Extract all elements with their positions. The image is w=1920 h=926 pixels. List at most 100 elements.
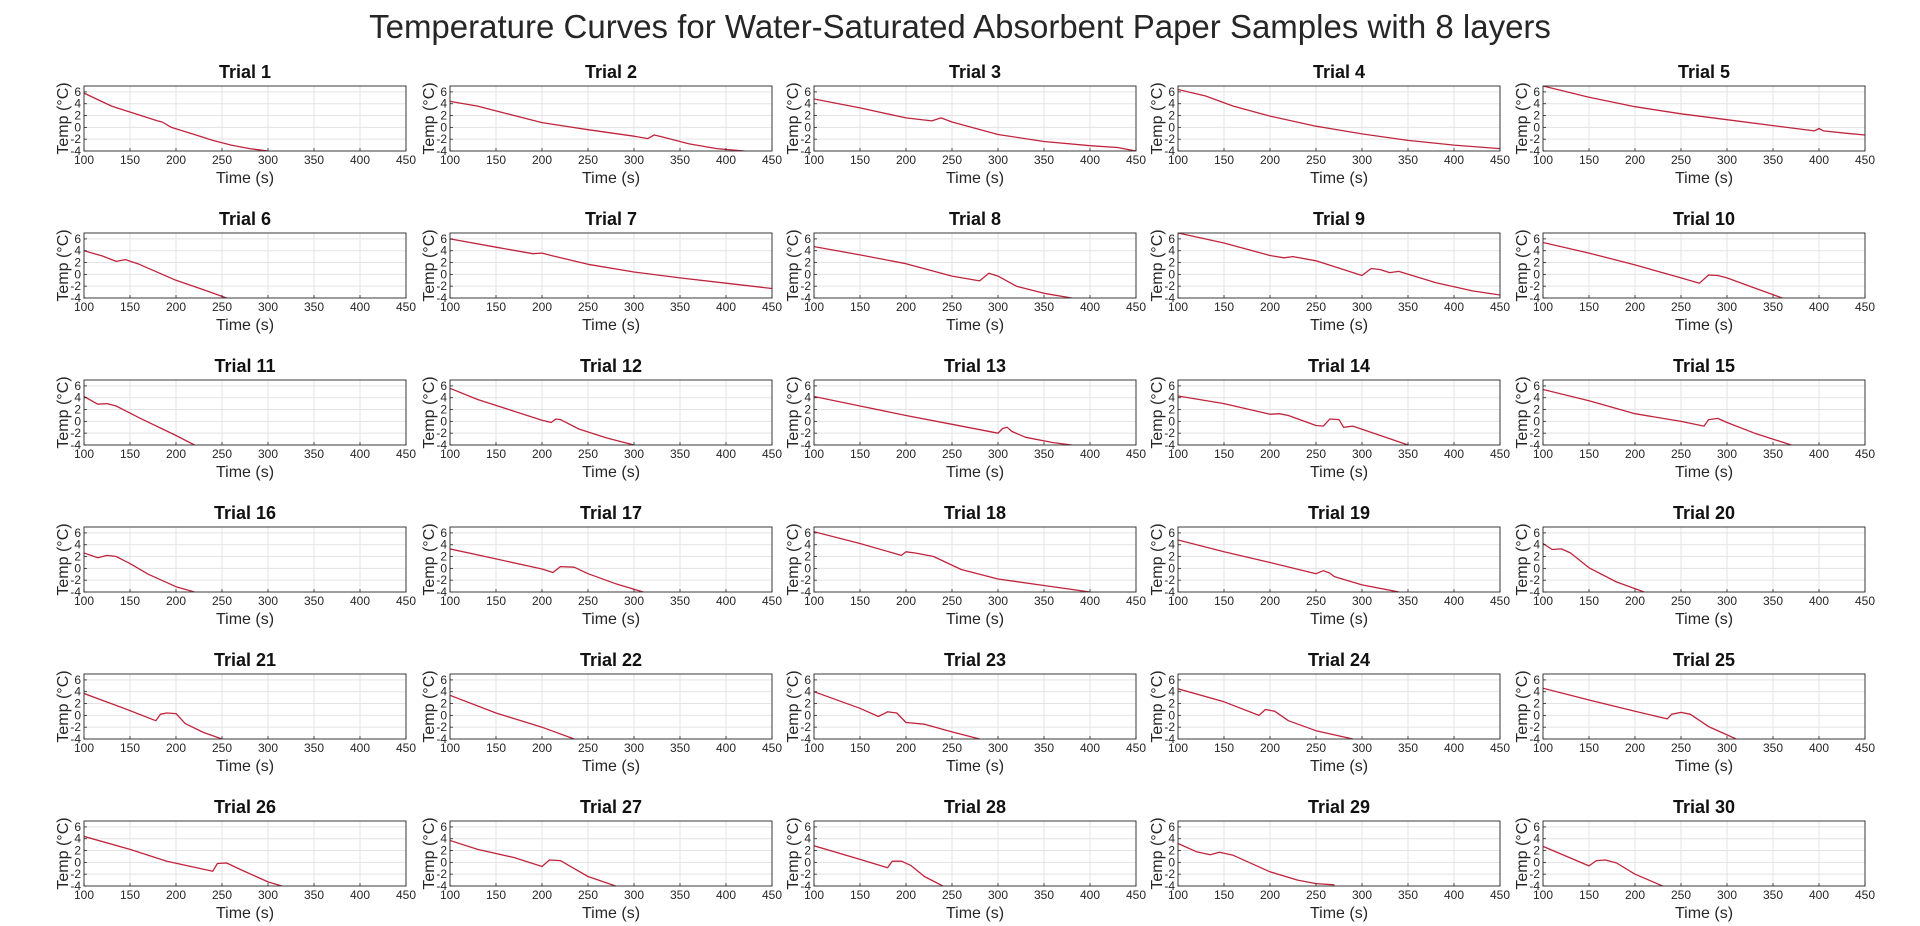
y-axis-label: Temp (°C) bbox=[421, 376, 438, 448]
x-tick-label: 100 bbox=[804, 741, 824, 755]
subplot-title: Trial 3 bbox=[949, 62, 1001, 82]
plot-area bbox=[450, 674, 772, 739]
x-tick-label: 350 bbox=[670, 447, 690, 461]
y-tick-label: 6 bbox=[74, 526, 81, 540]
figure-title: Temperature Curves for Water-Saturated A… bbox=[369, 8, 1551, 45]
y-tick-label: 0 bbox=[440, 267, 447, 281]
x-tick-label: 200 bbox=[532, 153, 552, 167]
temperature-curve bbox=[1543, 845, 1663, 886]
x-tick-label: 300 bbox=[258, 153, 278, 167]
temperature-curve bbox=[84, 250, 227, 298]
y-axis-label: Temp (°C) bbox=[1514, 82, 1531, 154]
y-tick-label: -4 bbox=[436, 438, 447, 452]
y-tick-label: 6 bbox=[1168, 232, 1175, 246]
x-tick-label: 450 bbox=[762, 594, 782, 608]
subplot-title: Trial 28 bbox=[944, 797, 1006, 817]
x-tick-label: 250 bbox=[942, 594, 962, 608]
x-tick-label: 300 bbox=[1352, 300, 1372, 314]
y-axis-label: Temp (°C) bbox=[421, 523, 438, 595]
subplot-title: Trial 12 bbox=[580, 356, 642, 376]
y-tick-label: 0 bbox=[1533, 561, 1540, 575]
axes-box bbox=[1177, 673, 1501, 740]
y-tick-label: -4 bbox=[800, 438, 811, 452]
x-tick-label: 250 bbox=[212, 594, 232, 608]
y-tick-label: -2 bbox=[70, 132, 81, 146]
x-tick-label: 450 bbox=[1855, 741, 1875, 755]
x-tick-label: 100 bbox=[1533, 300, 1553, 314]
x-tick-label: 200 bbox=[532, 888, 552, 902]
axes-box bbox=[449, 526, 773, 593]
y-tick-label: 6 bbox=[440, 379, 447, 393]
plot-area bbox=[1543, 821, 1865, 886]
y-tick-label: 6 bbox=[804, 379, 811, 393]
y-tick-label: 2 bbox=[1533, 844, 1540, 858]
y-tick-label: -4 bbox=[70, 291, 81, 305]
y-tick-label: 4 bbox=[74, 832, 81, 846]
y-axis-label: Temp (°C) bbox=[421, 817, 438, 889]
x-axis-label: Time (s) bbox=[582, 464, 640, 481]
y-axis-label: Temp (°C) bbox=[785, 523, 802, 595]
x-tick-label: 100 bbox=[1168, 300, 1188, 314]
x-tick-label: 450 bbox=[1855, 888, 1875, 902]
x-tick-label: 300 bbox=[624, 888, 644, 902]
y-tick-label: 2 bbox=[440, 256, 447, 270]
y-tick-label: 6 bbox=[804, 85, 811, 99]
x-tick-label: 350 bbox=[304, 741, 324, 755]
y-tick-label: 0 bbox=[1533, 855, 1540, 869]
x-tick-label: 100 bbox=[440, 447, 460, 461]
y-tick-label: 4 bbox=[74, 685, 81, 699]
y-tick-label: -4 bbox=[800, 291, 811, 305]
y-axis-label: Temp (°C) bbox=[785, 817, 802, 889]
y-tick-label: 6 bbox=[1168, 820, 1175, 834]
y-tick-label: 0 bbox=[804, 267, 811, 281]
y-tick-label: -4 bbox=[1529, 585, 1540, 599]
x-tick-label: 350 bbox=[1763, 300, 1783, 314]
x-tick-label: 200 bbox=[166, 447, 186, 461]
y-tick-label: -2 bbox=[1164, 867, 1175, 881]
y-tick-label: -2 bbox=[1164, 720, 1175, 734]
plot-area bbox=[814, 527, 1136, 592]
x-tick-label: 400 bbox=[716, 447, 736, 461]
x-tick-label: 350 bbox=[670, 888, 690, 902]
y-tick-label: 2 bbox=[804, 550, 811, 564]
x-tick-label: 200 bbox=[166, 888, 186, 902]
plot-area bbox=[1178, 674, 1500, 739]
axes-box bbox=[83, 673, 407, 740]
x-axis-label: Time (s) bbox=[582, 611, 640, 628]
y-tick-label: 4 bbox=[1168, 391, 1175, 405]
x-tick-label: 250 bbox=[1671, 153, 1691, 167]
x-tick-label: 450 bbox=[1855, 447, 1875, 461]
plot-area bbox=[84, 86, 406, 151]
x-tick-label: 200 bbox=[1260, 594, 1280, 608]
x-tick-label: 200 bbox=[1625, 153, 1645, 167]
y-tick-label: -4 bbox=[1529, 732, 1540, 746]
plot-area bbox=[450, 527, 772, 592]
plot-area bbox=[450, 233, 772, 298]
y-tick-label: 4 bbox=[1168, 685, 1175, 699]
x-tick-label: 300 bbox=[1352, 447, 1372, 461]
y-tick-label: -2 bbox=[70, 279, 81, 293]
x-tick-label: 150 bbox=[850, 300, 870, 314]
y-tick-label: 2 bbox=[1533, 109, 1540, 123]
x-tick-label: 100 bbox=[1533, 447, 1553, 461]
x-tick-label: 400 bbox=[716, 594, 736, 608]
x-tick-label: 400 bbox=[350, 300, 370, 314]
x-tick-label: 350 bbox=[1034, 594, 1054, 608]
x-tick-label: 250 bbox=[212, 153, 232, 167]
y-axis-label: Temp (°C) bbox=[785, 670, 802, 742]
x-tick-label: 250 bbox=[1671, 594, 1691, 608]
x-tick-label: 250 bbox=[1671, 888, 1691, 902]
y-tick-label: 4 bbox=[440, 244, 447, 258]
axes-box bbox=[83, 820, 407, 887]
temperature-curve bbox=[814, 395, 1072, 445]
y-tick-label: 6 bbox=[440, 526, 447, 540]
y-tick-label: 6 bbox=[74, 820, 81, 834]
temperature-curve bbox=[1543, 687, 1737, 739]
y-axis-label: Temp (°C) bbox=[55, 229, 72, 301]
axes-box bbox=[1542, 232, 1866, 299]
y-tick-label: 0 bbox=[804, 561, 811, 575]
x-tick-label: 450 bbox=[396, 300, 416, 314]
